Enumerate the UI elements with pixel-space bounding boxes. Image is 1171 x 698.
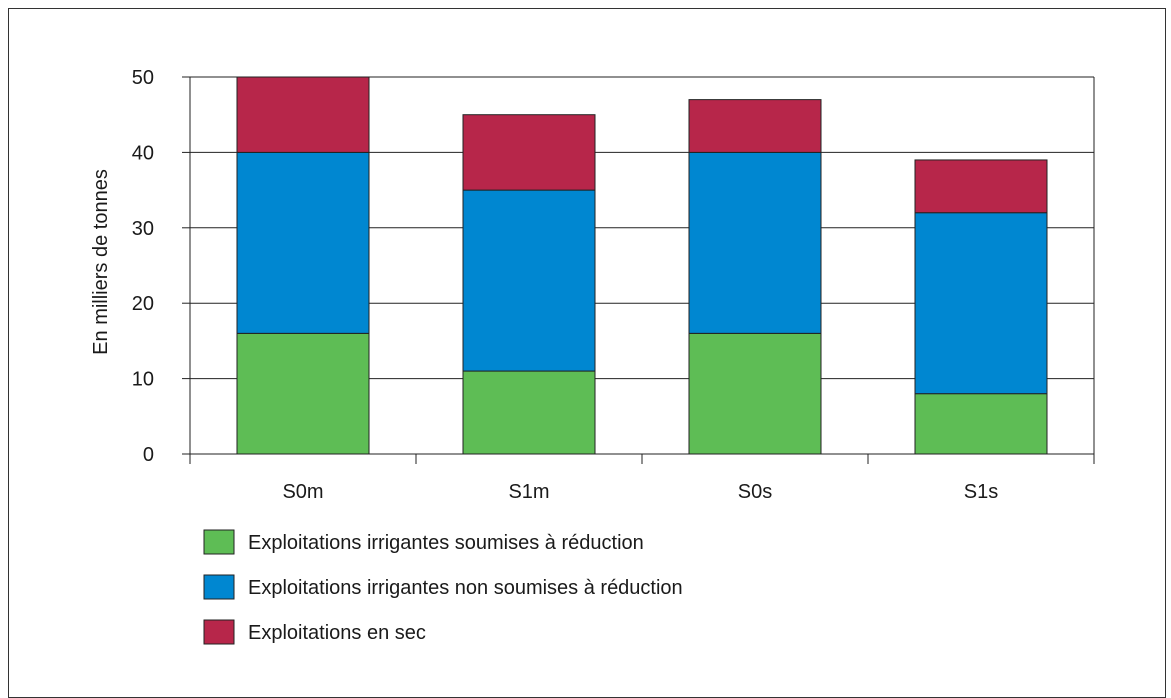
bar-S0m-series-2 xyxy=(236,76,370,153)
legend-swatch-2 xyxy=(203,619,235,645)
legend-swatch-0 xyxy=(203,529,235,555)
y-tick-label-30: 30 xyxy=(132,218,154,240)
bar-S1m-series-0 xyxy=(462,370,596,455)
bar-S0m-series-1 xyxy=(236,151,370,334)
legend-swatch-1 xyxy=(203,574,235,600)
bar-S0s-series-2 xyxy=(688,99,822,153)
legend-label-0: Exploitations irrigantes soumises à rédu… xyxy=(248,532,644,554)
legend-label-2: Exploitations en sec xyxy=(248,622,426,644)
x-tick-label-S1s: S1s xyxy=(964,481,998,503)
bar-S1s-series-1 xyxy=(914,212,1048,395)
bar-S0s-series-1 xyxy=(688,151,822,334)
y-tick-label-50: 50 xyxy=(132,67,154,89)
y-tick-label-10: 10 xyxy=(132,369,154,391)
bar-S1s-series-2 xyxy=(914,159,1048,214)
y-axis-title: En milliers de tonnes xyxy=(90,169,112,355)
bar-S1m-series-2 xyxy=(462,114,596,191)
x-tick-label-S0m: S0m xyxy=(282,481,323,503)
legend: Exploitations irrigantes soumises à rédu… xyxy=(203,529,683,645)
legend-label-1: Exploitations irrigantes non soumises à … xyxy=(248,577,683,599)
bar-S1m-series-1 xyxy=(462,189,596,372)
bars xyxy=(236,76,1048,455)
axes: 0 10 20 30 40 50 S0m S1m S0s S1s xyxy=(132,67,1095,503)
y-tick-label-20: 20 xyxy=(132,293,154,315)
bar-S0s-series-0 xyxy=(688,332,822,455)
y-tick-label-0: 0 xyxy=(143,444,154,466)
y-tick-label-40: 40 xyxy=(132,142,154,164)
bar-S1s-series-0 xyxy=(914,393,1048,455)
x-tick-label-S1m: S1m xyxy=(508,481,549,503)
bar-S0m-series-0 xyxy=(236,332,370,455)
x-tick-label-S0s: S0s xyxy=(738,481,772,503)
